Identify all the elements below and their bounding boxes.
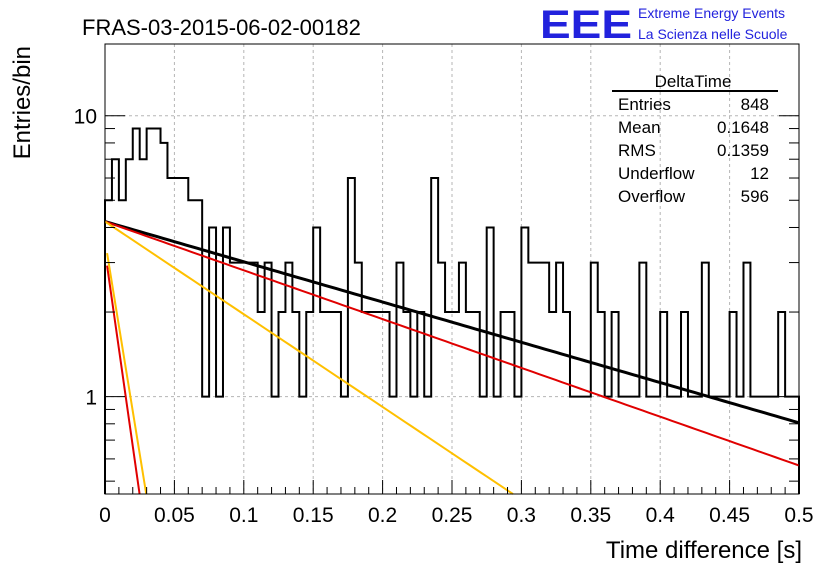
x-tick-label: 0.2 bbox=[368, 504, 397, 527]
stats-value-mean: 0.1648 bbox=[717, 118, 769, 137]
stats-value-underflow: 12 bbox=[750, 164, 769, 183]
chart-title: FRAS-03-2015-06-02-00182 bbox=[82, 15, 361, 40]
logo-line-1: Extreme Energy Events bbox=[638, 5, 785, 21]
x-tick-label: 0.25 bbox=[432, 504, 473, 527]
x-tick-label: 0.4 bbox=[646, 504, 676, 527]
fit-line-3 bbox=[106, 265, 141, 495]
y-axis-label: Entries/bin bbox=[9, 46, 36, 159]
x-axis-label: Time difference [s] bbox=[606, 537, 802, 564]
logo-mark: EEE bbox=[540, 3, 632, 47]
histogram bbox=[104, 127, 800, 494]
stats-label-underflow: Underflow bbox=[618, 164, 695, 183]
stats-label-mean: Mean bbox=[618, 118, 661, 137]
axes: 0 0.05 0.1 0.15 0.2 0.25 0.3 0.35 0.4 0.45 0.5 1 10 bbox=[74, 106, 814, 527]
stats-value-overflow: 596 bbox=[741, 187, 769, 206]
x-tick-label: 0.35 bbox=[570, 504, 611, 527]
y-tick-label: 1 bbox=[85, 387, 97, 410]
eee-logo: EEE Extreme Energy Events La Scienza nel… bbox=[540, 3, 788, 47]
stats-value-entries: 848 bbox=[741, 95, 769, 114]
stats-label-entries: Entries bbox=[618, 95, 671, 114]
stats-box: DeltaTime Entries 848 Mean 0.1648 RMS 0.… bbox=[612, 72, 778, 206]
fit-lines bbox=[104, 220, 800, 495]
fit-line-4 bbox=[106, 252, 148, 495]
fit-line-0 bbox=[104, 220, 800, 425]
stats-title: DeltaTime bbox=[655, 72, 732, 91]
y-tick-label: 10 bbox=[74, 106, 97, 129]
x-tick-label: 0.15 bbox=[293, 504, 334, 527]
x-tick-label: 0.45 bbox=[709, 504, 750, 527]
histogram-series bbox=[104, 127, 800, 494]
stats-value-rms: 0.1359 bbox=[717, 141, 769, 160]
fit-line-2 bbox=[104, 220, 514, 495]
x-tick-label: 0.05 bbox=[154, 504, 195, 527]
stats-label-overflow: Overflow bbox=[618, 187, 686, 206]
fit-line-1 bbox=[104, 220, 800, 467]
logo-line-2: La Scienza nelle Scuole bbox=[638, 26, 788, 42]
stats-label-rms: RMS bbox=[618, 141, 656, 160]
x-tick-label: 0 bbox=[99, 504, 111, 527]
x-tick-label: 0.1 bbox=[229, 504, 258, 527]
x-tick-label: 0.5 bbox=[784, 504, 813, 527]
x-tick-label: 0.3 bbox=[507, 504, 536, 527]
